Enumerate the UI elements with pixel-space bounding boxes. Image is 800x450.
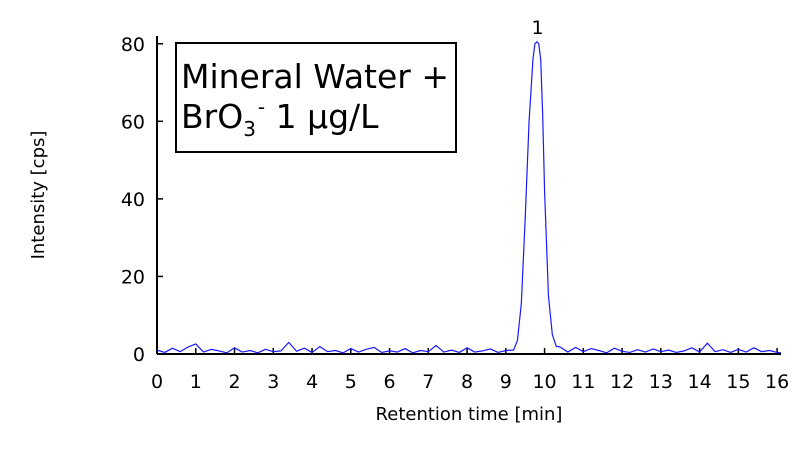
x-tick-label: 7	[422, 371, 434, 393]
x-tick-label: 1	[190, 371, 202, 393]
x-tick-label: 16	[765, 371, 789, 393]
annotation-border	[175, 42, 457, 153]
x-tick-label: 15	[726, 371, 750, 393]
x-tick-label: 6	[383, 371, 395, 393]
axes	[156, 36, 781, 355]
annotation-formula: BrO	[181, 97, 243, 136]
x-tick-label: 4	[306, 371, 318, 393]
x-tick-label: 12	[610, 371, 634, 393]
y-tick-label: 20	[121, 266, 145, 288]
annotation-concentration: 1 µg/L	[265, 97, 379, 136]
peak-label: 1	[532, 17, 544, 39]
y-ticks: 0 20 40 60 80	[121, 34, 163, 366]
annotation-box: Mineral Water + BrO3- 1 µg/L	[175, 42, 457, 153]
y-axis-title: Intensity [cps]	[28, 131, 49, 260]
x-ticks: 0 1 2 3 4 5 6 7 8 9 10 11 12 13 14 15 16	[151, 348, 789, 393]
x-tick-label: 9	[500, 371, 512, 393]
series-line	[156, 41, 782, 354]
x-tick-label: 3	[267, 371, 279, 393]
x-axis-title: Retention time [min]	[376, 404, 563, 425]
x-tick-label: 2	[228, 371, 240, 393]
x-tick-label: 10	[532, 371, 556, 393]
x-tick-label: 11	[571, 371, 595, 393]
y-tick-label: 60	[121, 111, 145, 133]
annotation-line2: BrO3- 1 µg/L	[181, 95, 379, 141]
annotation-line1: Mineral Water +	[181, 57, 449, 96]
x-tick-label: 8	[461, 371, 473, 393]
y-tick-label: 40	[121, 189, 145, 211]
annotation-subscript: 3	[243, 117, 256, 141]
peak-labels: 1	[532, 17, 544, 39]
annotation-superscript: -	[258, 95, 265, 119]
x-tick-label: 13	[649, 371, 673, 393]
series-group	[156, 41, 782, 354]
x-tick-label: 14	[688, 371, 712, 393]
x-tick-label: 0	[151, 371, 163, 393]
x-tick-label: 5	[345, 371, 357, 393]
y-tick-label: 0	[133, 344, 145, 366]
y-tick-label: 80	[121, 34, 145, 56]
